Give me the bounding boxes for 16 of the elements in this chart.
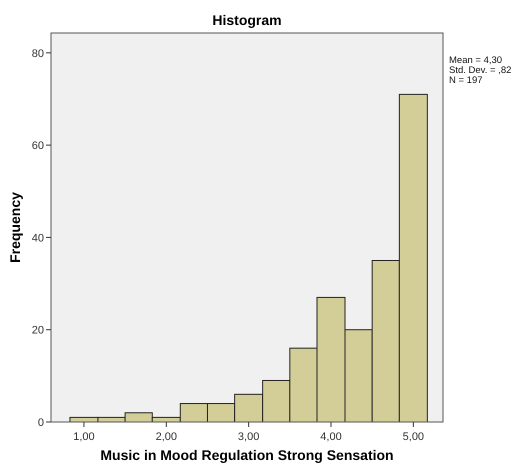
x-tick-label: 2,00: [156, 431, 178, 443]
chart-title: Histogram: [212, 12, 282, 28]
y-tick-label: 60: [32, 140, 44, 152]
y-tick-label: 0: [38, 417, 44, 429]
x-tick-label: 4,00: [320, 431, 342, 443]
y-tick-label: 40: [32, 232, 44, 244]
x-tick-label: 1,00: [73, 431, 95, 443]
y-tick-label: 20: [32, 324, 44, 337]
x-tick-label: 3,00: [238, 431, 260, 443]
text: Std. Dev. = ,82: [449, 65, 512, 76]
y-axis-title: Frequency: [7, 192, 23, 263]
text: N = 197: [449, 75, 483, 86]
x-axis-title: Music in Mood Regulation Strong Sensation: [100, 447, 394, 463]
y-tick-label: 80: [32, 48, 44, 60]
x-tick-label: 5,00: [402, 431, 424, 443]
text: Mean = 4,30: [449, 55, 502, 66]
